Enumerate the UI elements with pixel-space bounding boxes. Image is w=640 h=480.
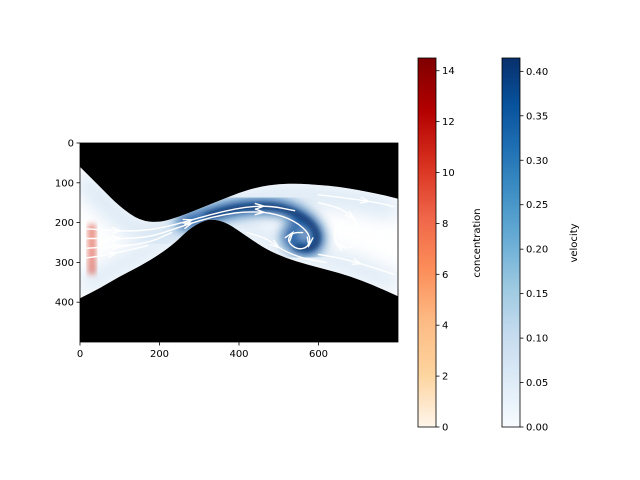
colorbar-tick-label: 12 [442,117,455,128]
colorbar-tick-label: 0.20 [526,245,548,256]
x-tick-label: 400 [229,349,248,360]
colorbar-tick-label: 6 [442,270,448,281]
concentration-colorbar-ticks: 0 2 4 6 8 10 12 14 [436,66,455,434]
colorbar-tick-label: 0.35 [526,111,548,122]
streamline-arrow [182,222,195,230]
streamline [317,202,360,249]
streamline [317,253,395,275]
streamline-arrow [351,257,364,265]
flow-heatmap: 0 200 400 600 0 100 200 300 400 [55,139,399,360]
y-tick-label: 200 [55,218,74,229]
y-tick-label: 300 [55,258,74,269]
velocity-colorbar: 0.00 0.05 0.10 0.15 0.20 0.25 0.30 0.35 0.40 vel… [501,57,580,434]
colorbar-tick-label: 0.10 [526,334,548,345]
colorbar-tick-label: 0 [442,423,448,434]
streamline [317,194,395,208]
y-tick-label: 0 [68,139,74,150]
x-tick-label: 600 [309,349,328,360]
colorbar-tick-label: 0.30 [526,156,548,167]
colorbar-tick-label: 0.25 [526,200,548,211]
streamline-arrow [345,210,356,221]
x-tick-label: 0 [77,349,83,360]
streamlines [80,194,395,275]
streamline-arrow [359,196,372,204]
streamline-arrow [284,230,295,242]
colorbar-tick-label: 2 [442,372,448,383]
streamline-arrow [254,208,267,216]
streamline [246,231,328,264]
velocity-colorbar-label: velocity [569,223,580,262]
colorbar-tick-label: 14 [442,66,455,77]
colorbar-tick-label: 10 [442,168,455,179]
streamline [80,211,311,250]
streamline-arrow [111,226,123,234]
streamline-arrow [111,243,123,251]
streamline-arrow [107,251,119,259]
y-tick-label: 100 [55,178,74,189]
streamline-arrow [306,236,314,249]
concentration-source [88,224,96,275]
y-axis: 0 100 200 300 400 [55,139,80,309]
colorbar-tick-label: 4 [442,321,448,332]
streamline-arrow [111,234,123,243]
velocity-colorbar-ticks: 0.00 0.05 0.10 0.15 0.20 0.25 0.30 0.35 0.40 [520,67,548,434]
colorbar-tick-label: 0.05 [526,378,548,389]
streamline-arrow [269,239,281,249]
x-axis: 0 200 400 600 [77,342,328,360]
colorbar-tick-label: 8 [442,219,448,230]
streamline-arrow [254,202,267,211]
streamline-arrow [334,242,346,252]
concentration-colorbar: 0 2 4 6 8 10 12 14 concentration [417,57,483,434]
concentration-colorbar-label: concentration [472,208,483,277]
colorbar-tick-label: 0.15 [526,289,548,300]
x-tick-label: 200 [150,349,169,360]
concentration-colorbar-gradient [417,57,437,428]
streamline [80,245,149,260]
y-tick-label: 400 [55,298,74,309]
colorbar-tick-label: 0.00 [526,423,548,434]
streamline [80,231,173,250]
velocity-colorbar-gradient [501,57,521,428]
colorbar-tick-label: 0.40 [526,67,548,78]
